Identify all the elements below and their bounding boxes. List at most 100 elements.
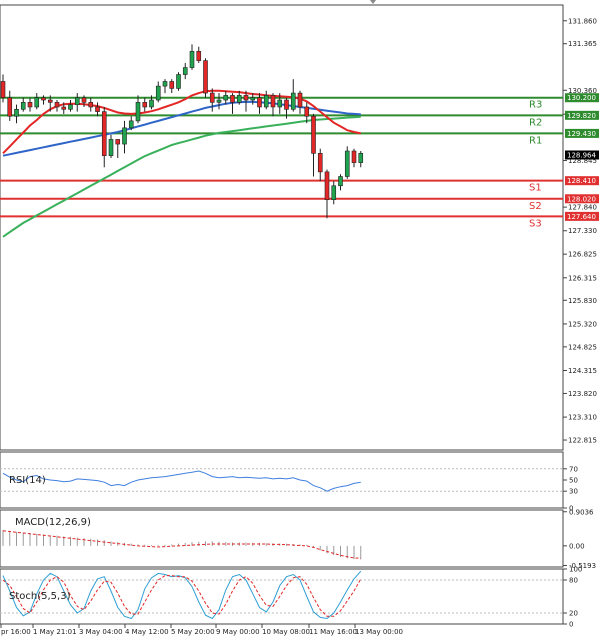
x-tick-label: 3 May 04:00 <box>79 628 123 636</box>
candle-body <box>81 97 87 103</box>
candle-body <box>88 102 94 108</box>
price-tick-label: 125.320 <box>568 320 597 328</box>
x-tick-label: 4 May 12:00 <box>125 628 169 636</box>
rsi-tick-label: 70 <box>569 465 578 473</box>
candle-body <box>351 150 357 163</box>
level-tag-s1: 128.410 <box>567 177 596 185</box>
stoch-tick-label: 80 <box>569 577 578 585</box>
candle-body <box>223 95 229 101</box>
rsi-panel: 70 50 30 0 <box>0 451 578 513</box>
level-label-s2: S2 <box>529 201 542 212</box>
candle-body <box>14 108 19 117</box>
candle-body <box>115 139 121 145</box>
candle-body <box>230 95 235 103</box>
rsi-frame <box>0 451 564 509</box>
candle-body <box>128 120 134 129</box>
price-tick-label: 131.860 <box>568 17 597 25</box>
candle-body <box>169 81 175 89</box>
price-tick-label: 124.315 <box>568 367 597 375</box>
candle-body <box>155 85 161 101</box>
candle-body <box>236 95 242 103</box>
price-tick-label: 126.315 <box>568 274 597 282</box>
candle-body <box>331 185 337 200</box>
candle-body <box>142 102 148 108</box>
price-tick-label: 127.840 <box>568 204 597 212</box>
x-tick-label: 10 May 08:00 <box>262 628 310 636</box>
candle-body <box>344 150 350 177</box>
price-tick-label: 131.365 <box>568 40 597 48</box>
candle-body <box>216 99 222 103</box>
candle-body <box>358 153 364 163</box>
current-price-tag-bg <box>565 150 599 160</box>
level-label-r3: R3 <box>529 100 542 111</box>
level-label-s1: S1 <box>529 183 542 194</box>
price-tick-label: 126.825 <box>568 251 597 259</box>
candle-body <box>270 95 276 108</box>
candle-body <box>284 99 289 110</box>
stoch-d-line <box>2 575 362 617</box>
candle-body <box>257 97 262 108</box>
stoch-tick-label: 0 <box>569 621 573 629</box>
candle-body <box>263 95 269 108</box>
candle-body <box>122 127 127 145</box>
candle-body <box>196 51 202 61</box>
candle-body <box>311 115 316 154</box>
macd-signal-line <box>2 530 361 559</box>
candle-body <box>189 51 195 68</box>
candle-body <box>95 106 100 112</box>
level-tag-bg-s3 <box>565 211 599 221</box>
x-tick-label: 5 May 20:00 <box>171 628 215 636</box>
candle-body <box>74 97 80 105</box>
candle-body <box>250 97 256 101</box>
level-tag-bg-s1 <box>565 176 599 186</box>
macd-tick-label: 0.9036 <box>569 508 594 516</box>
macd-tick-label: -0.5193 <box>569 562 596 570</box>
stoch-tick-label: 20 <box>569 610 578 618</box>
price-tick-label: 128.845 <box>568 157 597 165</box>
price-tick-label: 123.820 <box>568 390 597 398</box>
level-label-r2: R2 <box>529 117 542 128</box>
candle-body <box>101 111 107 156</box>
ma-green-line <box>2 115 361 238</box>
candle-body <box>149 99 154 108</box>
candle-body <box>243 95 249 101</box>
x-tick-label: 1 May 21:01 <box>33 628 77 636</box>
x-axis: pr 16:00 1 May 21:01 3 May 04:00 4 May 12:0… <box>0 624 403 636</box>
candle-body <box>47 99 53 103</box>
candle-body <box>203 60 208 94</box>
price-scroll-marker <box>370 0 376 4</box>
stoch-tick-label: 100 <box>569 566 582 574</box>
candle-body <box>7 97 13 117</box>
price-tick-label: 130.360 <box>568 87 597 95</box>
price-tick-label: 125.830 <box>568 297 597 305</box>
candle-body <box>20 102 26 110</box>
candle-body <box>135 102 141 122</box>
x-tick-label: 9 May 00:00 <box>216 628 260 636</box>
candle-body <box>61 106 67 110</box>
price-tick-label: 127.330 <box>568 227 597 235</box>
level-tag-bg-r1 <box>565 128 599 138</box>
candle-body <box>68 104 73 110</box>
level-tag-r2: 129.820 <box>567 112 596 120</box>
rsi-tick-label: 30 <box>569 488 578 496</box>
candle-body <box>108 139 114 156</box>
candle-body <box>182 67 188 75</box>
stoch-label: Stoch(5,5,3) <box>9 591 71 602</box>
level-label-r1: R1 <box>529 135 542 146</box>
macd-panel: 0.9036 0.00 -0.5193 <box>0 508 596 570</box>
price-tick-label: 122.815 <box>568 437 597 445</box>
rsi-line <box>2 470 361 492</box>
price-frame <box>0 4 564 451</box>
level-tag-r3: 130.200 <box>567 94 596 102</box>
candle-body <box>297 92 303 108</box>
level-tag-s2: 128.020 <box>567 195 596 203</box>
stoch-panel: 100 80 20 0 <box>0 566 582 629</box>
price-tick-label: 124.825 <box>568 343 597 351</box>
x-tick-label: 13 May 00:00 <box>355 628 403 636</box>
x-tick-label: pr 16:00 <box>1 628 31 636</box>
candle-body <box>162 81 168 87</box>
rsi-tick-label: 50 <box>569 477 578 485</box>
candle-body <box>304 106 310 117</box>
candle-body <box>176 74 181 89</box>
